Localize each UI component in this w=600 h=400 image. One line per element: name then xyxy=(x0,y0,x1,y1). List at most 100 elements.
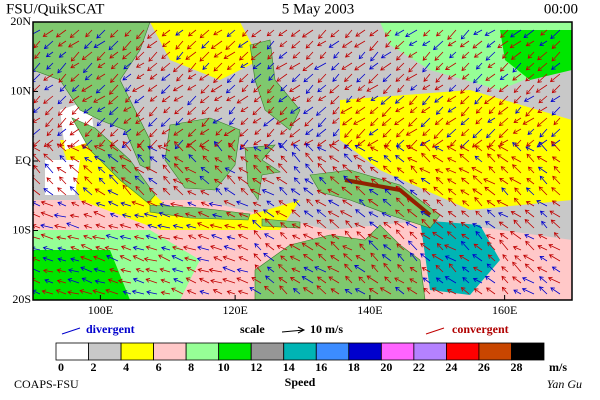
wind-vector xyxy=(173,156,184,163)
wind-vector xyxy=(500,29,509,39)
wind-vector xyxy=(45,117,54,128)
wind-vector xyxy=(199,95,210,104)
wind-vector xyxy=(431,254,444,262)
wind-vector xyxy=(380,95,392,105)
map: 20N 10N EQ 10S 20S 100E 120E 140E 160E xyxy=(10,14,573,317)
wind-vector xyxy=(277,142,288,152)
wind-vector xyxy=(267,84,275,94)
wind-vector xyxy=(316,209,327,218)
wind-vector xyxy=(306,198,314,207)
wind-vector xyxy=(405,128,418,136)
wind-vector xyxy=(67,290,80,295)
wind-vector xyxy=(472,40,483,49)
wind-vector xyxy=(95,223,106,229)
wind-vector xyxy=(446,231,457,240)
wind-vector xyxy=(117,278,132,284)
wind-vector xyxy=(57,95,67,105)
wind-vector xyxy=(525,106,535,117)
wind-vector xyxy=(354,144,366,152)
wind-vector xyxy=(237,233,249,240)
wind-vector xyxy=(174,106,184,115)
wind-vector xyxy=(56,279,67,284)
wind-vector xyxy=(147,84,158,92)
colorbar-tick-label: 28 xyxy=(510,360,522,374)
wind-vector xyxy=(445,117,457,125)
wind-vector xyxy=(330,29,340,38)
wind-vector xyxy=(475,84,483,93)
wind-vector xyxy=(239,128,249,137)
wind-vector xyxy=(301,276,314,284)
wind-vector xyxy=(197,211,210,218)
wind-vector xyxy=(187,117,197,123)
wind-vector xyxy=(510,29,522,38)
wind-vector xyxy=(291,267,301,273)
wind-vector xyxy=(550,140,561,152)
wind-vector xyxy=(68,40,80,48)
colorbar-tick-label: 4 xyxy=(123,360,129,374)
colorbar-tick-label: 6 xyxy=(156,360,162,374)
wind-vector xyxy=(512,261,522,273)
wind-vector xyxy=(332,73,340,82)
wind-vector xyxy=(289,117,301,127)
wind-vector xyxy=(472,188,483,196)
wind-vector xyxy=(305,152,314,163)
wind-vector xyxy=(40,211,54,218)
wind-vector xyxy=(148,177,158,185)
wind-vector xyxy=(419,167,431,174)
wind-vector xyxy=(407,157,418,163)
wind-vector xyxy=(434,168,444,174)
wind-vector xyxy=(69,128,80,136)
wind-vector xyxy=(461,266,470,273)
wind-vector xyxy=(173,62,184,73)
wind-vector xyxy=(382,73,392,83)
wind-vector xyxy=(445,62,457,70)
wind-vector xyxy=(161,128,171,135)
wind-vector xyxy=(552,175,561,185)
wind-vector xyxy=(240,106,249,112)
wind-vector xyxy=(355,185,366,196)
wind-vector xyxy=(278,51,288,59)
wind-vector xyxy=(475,62,483,70)
wind-vector xyxy=(330,288,340,295)
wind-vector xyxy=(435,106,444,115)
wind-vector xyxy=(175,40,184,50)
wind-vector xyxy=(289,62,301,70)
wind-vector xyxy=(448,263,457,273)
wind-vector xyxy=(435,29,444,37)
wind-vector xyxy=(332,117,340,124)
wind-vector xyxy=(344,51,353,58)
wind-vector xyxy=(370,51,379,62)
wind-vector xyxy=(551,128,561,138)
wind-vector xyxy=(134,223,145,229)
wind-vector xyxy=(380,51,392,59)
wind-vector xyxy=(317,231,327,240)
wind-vector xyxy=(537,51,548,61)
wind-vector xyxy=(395,185,405,196)
wind-vector xyxy=(382,234,392,240)
wind-vector xyxy=(355,255,366,262)
wind-vector xyxy=(57,128,67,136)
wind-vector xyxy=(253,154,262,163)
wind-vector xyxy=(487,241,496,251)
wind-vector xyxy=(343,253,353,262)
lat-label: 20S xyxy=(12,292,31,306)
wind-vector xyxy=(222,266,236,273)
wind-vector xyxy=(522,117,535,125)
wind-vector xyxy=(108,95,119,105)
wind-vector xyxy=(499,73,509,80)
wind-vector xyxy=(462,277,470,284)
wind-vector xyxy=(371,264,379,273)
colorbar-title: Speed xyxy=(285,375,316,389)
wind-vector xyxy=(55,289,67,295)
wind-vector xyxy=(485,51,496,61)
wind-vector xyxy=(383,262,392,273)
wind-vector xyxy=(202,155,210,163)
wind-vector xyxy=(499,139,509,145)
wind-vector xyxy=(210,244,223,251)
wind-vector xyxy=(70,51,80,62)
colorbar-box xyxy=(380,342,415,361)
wind-vector xyxy=(316,276,327,284)
wind-vector xyxy=(423,287,431,295)
wind-vector xyxy=(57,257,67,262)
